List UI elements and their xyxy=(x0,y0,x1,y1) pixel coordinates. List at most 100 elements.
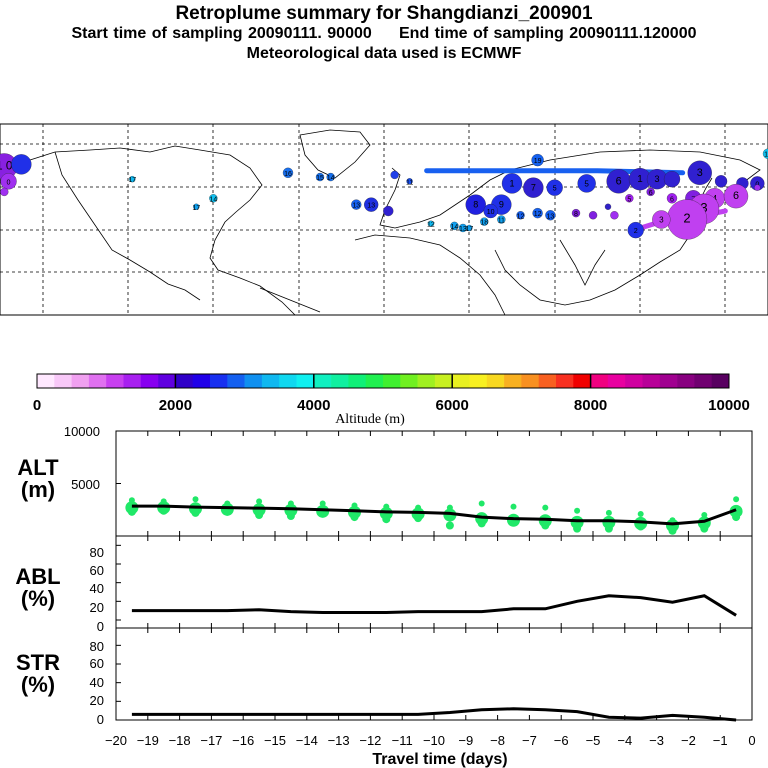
colorbar-swatch xyxy=(175,374,193,388)
alt-cluster-upper xyxy=(574,507,581,514)
abl-ytick-80: 80 xyxy=(90,545,104,560)
colorbar-swatch xyxy=(434,374,453,388)
str-series-line xyxy=(131,707,737,722)
alt-panel-frame xyxy=(115,430,753,537)
plume-point xyxy=(315,172,325,182)
retroplume-map: 1 00141717161514131311121413171811891012… xyxy=(0,123,768,316)
colorbar-tick-label: 2000 xyxy=(159,397,192,414)
plume-point-label: 3 xyxy=(659,216,664,225)
colorbar-swatch xyxy=(452,374,470,388)
plume-point xyxy=(497,215,506,224)
plume-point-label: 8 xyxy=(574,211,578,218)
plume-point-label: 8 xyxy=(473,200,478,210)
plume-point-label: 15 xyxy=(316,175,324,182)
colorbar-swatch xyxy=(210,374,228,388)
colorbar-swatch xyxy=(383,374,401,388)
str-label-bottom: (%) xyxy=(20,672,56,697)
plume-point xyxy=(532,207,543,219)
x-tick-label: −12 xyxy=(359,733,381,748)
plume-point-label: 13 xyxy=(367,203,375,210)
alt-ytick-5000: 5000 xyxy=(71,477,100,492)
x-tick-label: −17 xyxy=(200,733,222,748)
plume-point-label: 12 xyxy=(427,222,435,229)
plume-point-label: 6 xyxy=(649,190,653,197)
str-panel-label: STR (%) xyxy=(8,652,68,696)
plume-point xyxy=(571,208,581,218)
alt-cluster-lower xyxy=(636,522,645,531)
x-tick-label: −11 xyxy=(392,733,413,748)
plume-points: 1 00141717161514131311121413171811891012… xyxy=(0,148,768,240)
alt-cluster-lower xyxy=(477,519,486,528)
alt-cluster-upper xyxy=(669,517,676,524)
alt-cluster-upper xyxy=(701,512,708,518)
colorbar-swatch xyxy=(37,374,55,388)
plume-point xyxy=(406,178,413,185)
alt-cluster-upper xyxy=(542,504,549,511)
plume-point xyxy=(465,194,486,215)
plume-point-label: 13 xyxy=(352,203,360,210)
plume-point xyxy=(364,197,379,212)
colorbar-swatch xyxy=(469,374,488,388)
plume-point-label: 2 xyxy=(634,226,638,235)
plume-point-label: 12 xyxy=(517,213,525,220)
plume-point xyxy=(604,203,612,210)
alt-cluster-main xyxy=(602,515,616,529)
colorbar-swatch xyxy=(625,374,643,388)
alt-cluster-upper xyxy=(160,498,167,505)
colorbar-swatch xyxy=(607,374,626,388)
plume-point-label: 6 xyxy=(616,175,622,187)
plume-point xyxy=(577,174,596,193)
colorbar-frame xyxy=(36,373,730,389)
x-tick-labels: −20 −19 −18 −17 −16 −15 −14 −13 −12 −11 −10 −9 −8 −7−… xyxy=(105,733,756,748)
x-tick-label: −5 xyxy=(586,733,601,748)
str-ytick-0: 0 xyxy=(97,712,104,727)
abl-series-line xyxy=(131,594,737,617)
plume-point-label: 19 xyxy=(534,158,542,165)
str-ytick-60: 60 xyxy=(90,656,104,671)
x-tick-label: −10 xyxy=(423,733,445,748)
colorbar-tick-label: 10000 xyxy=(708,397,750,414)
plume-point-label: 3 xyxy=(655,174,660,184)
coast-europe xyxy=(379,167,511,229)
alt-cluster-lower xyxy=(414,514,423,523)
str-ytick-80: 80 xyxy=(90,639,104,654)
colorbar-swatch xyxy=(417,374,436,388)
colorbar-swatch xyxy=(296,374,315,388)
plume-point-label: 6 xyxy=(670,196,674,203)
alt-cluster-lower xyxy=(604,524,613,533)
plume-point-label: 6 xyxy=(733,190,739,202)
plume-point-label: 5 xyxy=(584,179,589,188)
alt-panel-label: ALT (m) xyxy=(8,457,68,501)
coast-north-america xyxy=(29,145,296,316)
colorbar-swatch xyxy=(244,374,263,388)
plume-point xyxy=(129,176,136,183)
plume-point-label: 11 xyxy=(406,179,413,186)
x-tick-label: −9 xyxy=(458,733,473,748)
x-tick-label: −18 xyxy=(169,733,191,748)
alt-cluster-lower xyxy=(127,507,136,516)
plume-point-label: 5 xyxy=(627,196,631,203)
colorbar-swatch xyxy=(573,374,591,388)
colorbar-swatch xyxy=(158,374,176,388)
abl-label-bottom: (%) xyxy=(20,586,56,611)
plume-point-label: 14 xyxy=(451,224,459,231)
plume-point xyxy=(516,211,525,220)
colorbar-swatch xyxy=(659,374,678,388)
plume-point xyxy=(11,154,32,175)
met-data-subtitle: Meteorological data used is ECMWF xyxy=(246,45,522,62)
plume-point-label: 19 xyxy=(764,152,768,159)
plume-point-label: 7 xyxy=(531,183,536,193)
str-ytick-40: 40 xyxy=(90,675,104,690)
plume-point xyxy=(383,205,394,217)
map-graticule xyxy=(0,124,768,315)
alt-cluster-upper xyxy=(637,510,644,517)
plume-point-label: 10 xyxy=(487,209,495,216)
abl-ytick-40: 40 xyxy=(90,581,104,596)
colorbar-swatch xyxy=(313,374,332,388)
plume-point xyxy=(546,179,563,196)
coast-south-america xyxy=(259,287,321,313)
alt-series-line xyxy=(131,504,737,526)
x-tick-label: −7 xyxy=(522,733,537,748)
x-tick-label: −13 xyxy=(328,733,350,748)
